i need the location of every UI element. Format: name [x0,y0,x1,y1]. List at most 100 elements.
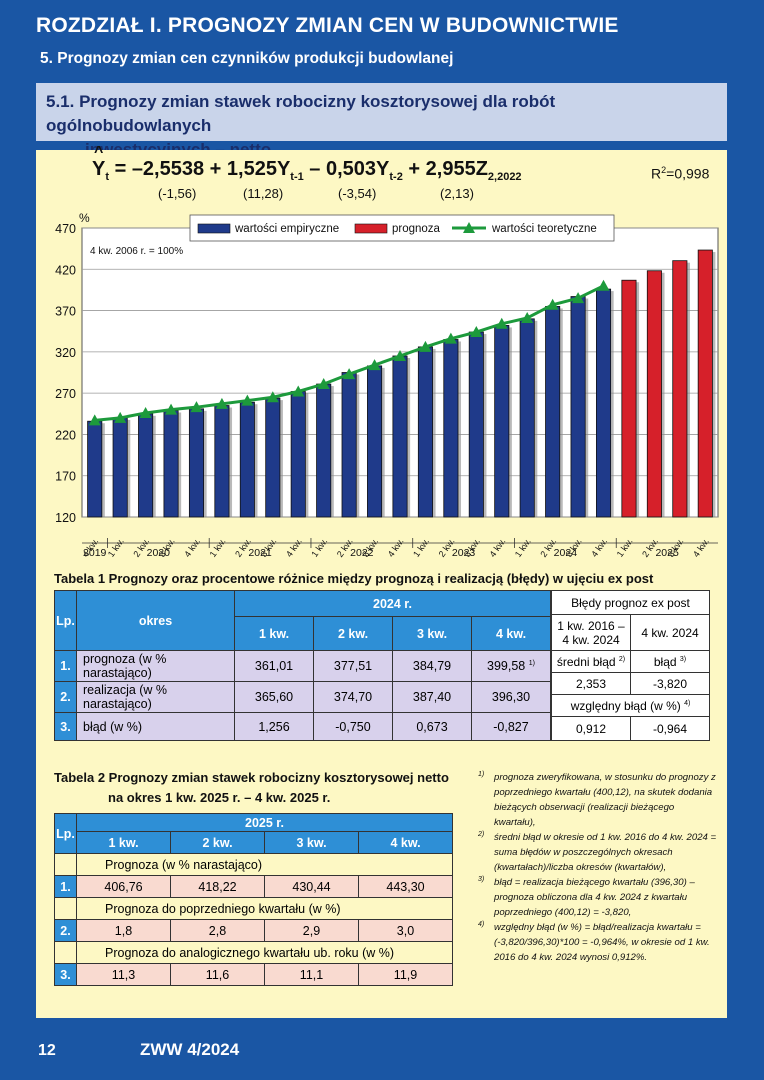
err-mean-text: średni błąd [556,654,616,669]
legend-swatch-empirical [197,223,231,234]
x-tick-label: 1 kw. [106,536,126,559]
y-axis-unit: % [79,211,90,225]
t1-q4-header: 4 kw. [471,616,551,651]
footnote-mark: 2) [618,655,626,663]
x-tick-label: 1 kw. [411,536,431,559]
footnote-text: błąd = realizacja bieżącego kwartału (39… [494,877,695,918]
footnote: 3) błąd = realizacja bieżącego kwartału (… [478,875,718,920]
legend-label-theoretical: wartości teoretyczne [491,223,597,235]
x-tick-label: 4 kw. [386,536,406,559]
t1-cell: 374,70 [313,681,393,713]
x-tick-label: 4 kw. [589,536,609,559]
y-tick-label: 220 [55,428,76,442]
x-tick-label: 1 kw. [615,536,635,559]
footnote-text: prognoza zweryfikowana, w stosunku do pr… [494,772,716,828]
empirical-bar [392,355,408,518]
t1-cell: 361,01 [234,650,314,682]
err-value: -3,820 [630,672,710,695]
x-tick-label: 4 kw. [284,536,304,559]
t1-cell: -0,750 [313,712,393,741]
eq-lhs: Y [92,158,106,180]
theoretical-marker [368,359,381,371]
regression-equation: Yt = –2,5538 + 1,525Yt-1 – 0,503Yt-2 + 2… [92,144,522,183]
eq-term1: 1,525Y [226,158,291,180]
footnote-mark: 4) [684,699,691,707]
base-note: 4 kw. 2006 r. = 100% [90,246,183,257]
t2-cell: 430,44 [264,875,359,898]
forecast-bar [697,249,713,518]
empirical-bar [163,410,179,518]
empirical-bar [214,405,230,518]
year-label: 2025 [655,547,679,559]
theoretical-marker [241,394,254,406]
y-tick-label: 320 [55,346,76,360]
magazine-issue: ZWW 4/2024 [140,1040,240,1059]
y-tick-label: 270 [55,387,76,401]
t2-section-title: Prognoza (w % narastająco) [76,853,453,876]
r2-sup: 2 [661,165,667,175]
eq-const: –2,5538 [131,158,205,180]
x-tick-label: 4 kw. [182,536,202,559]
theoretical-marker [215,397,228,409]
legend-label-empirical: wartości empiryczne [234,223,339,235]
x-tick-label: 1 kw. [513,536,533,559]
legend-label-forecast: prognoza [392,223,441,235]
legend-swatch-forecast [354,223,388,234]
footnote: 1) prognoza zweryfikowana, w stosunku do … [478,770,718,830]
t2-cell: 443,30 [358,875,453,898]
empirical-bar [494,325,510,518]
t2-cell: 2,8 [170,919,265,942]
t2-row-no: 2. [54,919,77,942]
t1-row-no: 1. [54,650,77,682]
legend-box [189,214,615,242]
footnote-text: średni błąd w okresie od 1 kw. 2016 do 4… [494,832,717,873]
err-text: błąd [653,654,677,669]
t2-q4-header: 4 kw. [358,831,453,854]
empirical-bar [239,401,255,518]
eq-minus: – [303,158,326,180]
t2-row-no: 3. [54,963,77,986]
table1-caption: Tabela 1 Prognozy oraz procentowe różnic… [54,571,654,586]
footnotes: 1) prognoza zweryfikowana, w stosunku do … [478,770,718,965]
forecast-bar [672,260,688,518]
t1-cell-value: 399,58 [487,659,526,673]
err-col2: 4 kw. 2024 [630,614,710,651]
empirical-bar [570,296,586,518]
err-mean-label: średni błąd 2) [551,650,631,673]
t2-cell: 3,0 [358,919,453,942]
table-row: 3. 11,3 11,6 11,1 11,9 [54,963,453,986]
t1-cell: 384,79 [392,650,472,682]
err-rel-text: względny błąd (w %) [570,698,681,713]
t2-section-title: Prognoza do analogicznego kwartału ub. r… [76,941,453,964]
empirical-bar [265,397,281,518]
theoretical-marker [394,349,406,361]
t1-cell: 365,60 [234,681,314,713]
error-table: Błędy prognoz ex post 1 kw. 2016 – 4 kw.… [551,590,710,741]
theoretical-marker [470,326,483,338]
t2-cell: 11,6 [170,963,265,986]
theoretical-marker [597,279,610,291]
t1-cell: 0,673 [392,712,472,741]
empirical-bar [112,417,128,518]
empirical-bar [545,306,561,518]
t1-cell-footnoted: 399,58 1) [471,650,551,682]
table-row: 3. błąd (w %) 1,256 -0,750 0,673 -0,827 [54,712,551,741]
x-tick-label: 1 kw. [208,536,228,559]
theoretical-marker [495,317,508,329]
tstat-term2: (-3,54) [338,186,377,201]
theoretical-marker [419,340,432,352]
r-squared: R2=0,998 [651,165,709,182]
footnote-mark: 3) [679,655,687,663]
y-tick-label: 470 [55,222,76,236]
empirical-bar [87,420,103,518]
t1-cell: 377,51 [313,650,393,682]
year-label: 2022 [350,547,374,559]
footnote: 4) względny błąd (w %) = błąd/realizacja … [478,920,718,965]
footnote-mark: 1) [528,659,535,667]
empirical-bar [290,391,306,518]
t1-row-label: prognoza (w % narastająco) [76,650,235,682]
theoretical-marker [114,411,127,423]
subsection-title-line1: 5.1. Prognozy zmian stawek robocizny kos… [46,92,556,135]
r2-label: R [651,165,662,182]
table2: Lp. 2025 r. 1 kw. 2 kw. 3 kw. 4 kw. Prog… [54,813,453,986]
